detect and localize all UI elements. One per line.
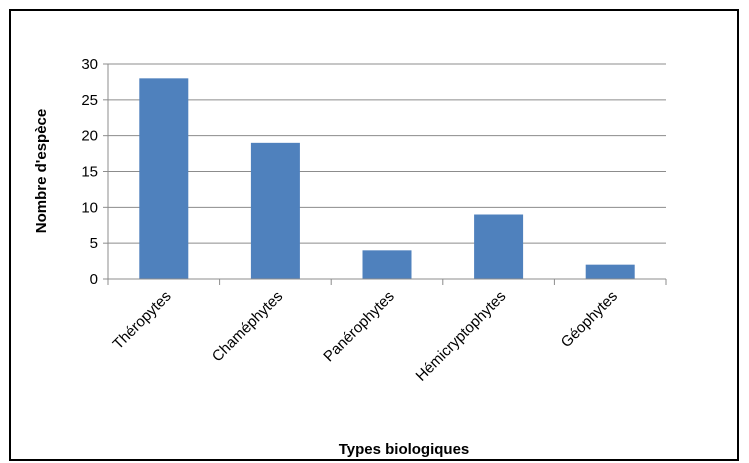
- bar: [585, 264, 635, 279]
- y-tick-label: 0: [90, 271, 98, 288]
- y-tick-label: 10: [81, 199, 98, 216]
- y-tick-label: 15: [81, 164, 98, 181]
- y-axis-ticks: 0 5 10 15 20 25 30: [81, 56, 109, 288]
- bars: [139, 78, 635, 279]
- x-tick-label: Panérophytes: [320, 288, 397, 365]
- gridlines: [108, 63, 666, 244]
- y-axis-title: Nombre d'espèce: [33, 109, 50, 233]
- x-tick-label: Chaméphytes: [209, 288, 286, 365]
- bar: [250, 142, 300, 279]
- y-tick-label: 30: [81, 56, 98, 73]
- y-tick-label: 5: [90, 235, 98, 252]
- bar: [139, 78, 189, 279]
- x-axis-title: Types biologiques: [339, 441, 470, 458]
- bar: [362, 250, 412, 279]
- x-tick-labels: Théropytes Chaméphytes Panérophytes Hémicry…: [110, 288, 621, 385]
- y-tick-label: 25: [81, 92, 98, 109]
- chart-frame: [9, 9, 739, 461]
- bar: [474, 214, 524, 279]
- x-axis: [107, 278, 667, 285]
- x-tick-label: Hémicryptophytes: [413, 288, 510, 385]
- y-tick-label: 20: [81, 128, 98, 145]
- x-tick-label: Géophytes: [558, 288, 621, 351]
- x-tick-label: Théropytes: [110, 288, 175, 353]
